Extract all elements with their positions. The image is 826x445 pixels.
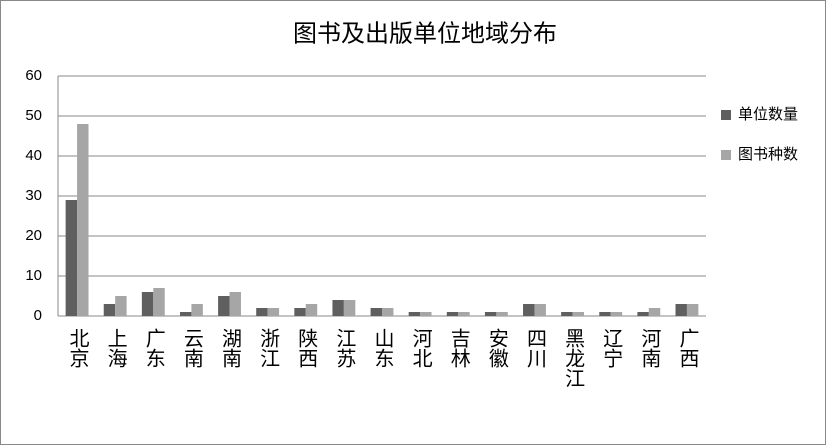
x-tick-label: 河南 xyxy=(638,328,661,368)
y-tick-label: 60 xyxy=(25,67,42,84)
x-tick-label: 广西 xyxy=(676,328,699,368)
y-tick-label: 20 xyxy=(25,227,42,244)
bar xyxy=(267,308,280,316)
bar xyxy=(382,308,394,316)
legend-label: 单位数量 xyxy=(738,106,798,123)
bar xyxy=(648,308,661,316)
legend-swatch xyxy=(721,110,731,120)
x-tick-label: 上海 xyxy=(104,328,127,368)
bar xyxy=(458,312,470,316)
bar xyxy=(65,200,78,316)
x-tick-label: 北京 xyxy=(66,328,89,368)
x-tick-label: 江苏 xyxy=(333,328,356,368)
bar xyxy=(153,288,165,316)
bar xyxy=(294,308,306,316)
bar xyxy=(229,292,241,316)
y-tick-label: 0 xyxy=(34,307,42,324)
x-tick-label: 湖南 xyxy=(219,328,242,368)
bar xyxy=(179,312,192,316)
bar xyxy=(305,304,318,316)
legend-swatch xyxy=(721,150,731,160)
bar xyxy=(332,300,344,316)
bar xyxy=(610,312,623,316)
bar xyxy=(686,304,699,316)
bar xyxy=(599,312,611,316)
y-tick-label: 50 xyxy=(25,107,42,124)
x-tick-label: 陕西 xyxy=(295,328,317,368)
bar xyxy=(561,312,573,316)
x-tick-label: 山东 xyxy=(371,328,393,368)
x-tick-label: 安徽 xyxy=(485,328,508,368)
bar xyxy=(484,312,497,316)
bar xyxy=(420,312,432,316)
x-tick-label: 云南 xyxy=(180,328,202,368)
x-tick-label: 吉林 xyxy=(447,328,470,368)
bar xyxy=(141,292,154,316)
bar xyxy=(446,312,459,316)
x-tick-label: 河北 xyxy=(409,328,432,368)
bar xyxy=(534,304,546,316)
bar xyxy=(675,304,687,316)
y-tick-label: 40 xyxy=(25,147,42,164)
bar xyxy=(370,308,382,316)
bar xyxy=(496,312,508,316)
bar xyxy=(218,296,230,316)
x-tick-label: 黑龙江 xyxy=(562,328,585,388)
x-tick-label: 浙江 xyxy=(257,328,280,368)
bar xyxy=(572,312,585,316)
x-tick-label: 广东 xyxy=(142,328,165,368)
bar xyxy=(115,296,127,316)
bar xyxy=(256,308,268,316)
bar xyxy=(343,300,356,316)
bar xyxy=(637,312,649,316)
bar xyxy=(523,304,535,316)
y-tick-label: 10 xyxy=(25,267,42,284)
bar xyxy=(408,312,421,316)
bar xyxy=(103,304,116,316)
x-tick-label: 辽宁 xyxy=(600,328,623,368)
x-tick-label: 四川 xyxy=(523,328,546,368)
y-tick-label: 30 xyxy=(25,187,42,204)
legend-label: 图书种数 xyxy=(738,146,798,163)
bar xyxy=(191,304,203,316)
bar xyxy=(77,124,89,316)
chart-title: 图书及出版单位地域分布 xyxy=(293,20,557,47)
